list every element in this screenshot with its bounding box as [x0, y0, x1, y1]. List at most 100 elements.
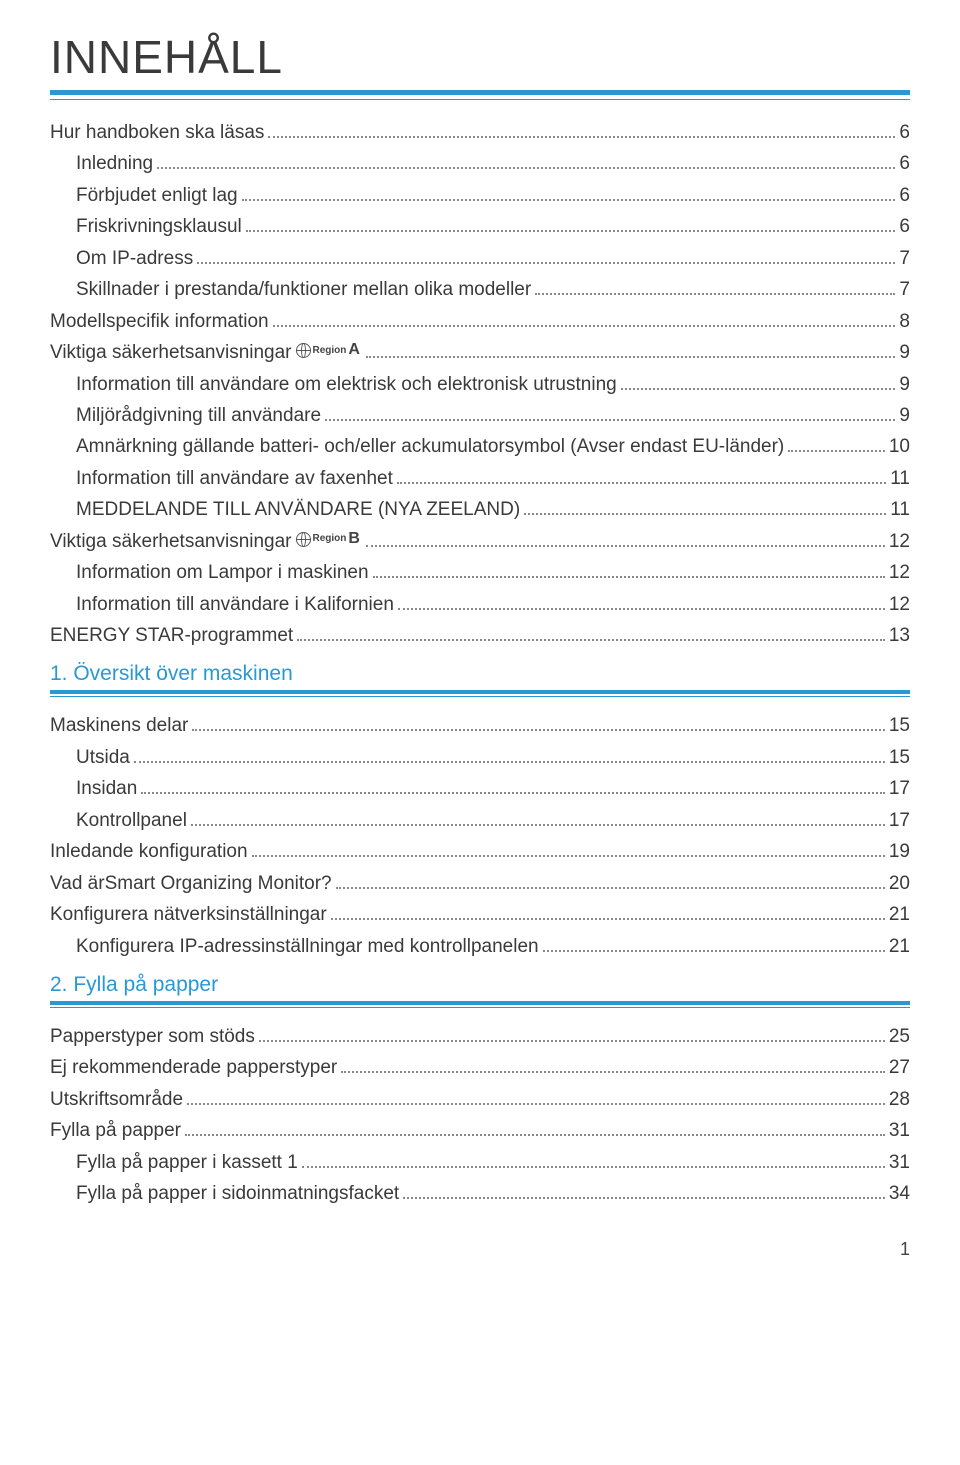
toc-row[interactable]: Information till användare i Kalifornien… [50, 590, 910, 619]
page-number: 1 [50, 1239, 910, 1260]
toc-row[interactable]: MEDDELANDE TILL ANVÄNDARE (NYA ZEELAND) 1… [50, 495, 910, 524]
region-badge-a: RegionA [296, 338, 360, 363]
toc-row[interactable]: Ej rekommenderade papperstyper27 [50, 1053, 910, 1082]
toc-row[interactable]: Papperstyper som stöds25 [50, 1022, 910, 1051]
toc-row[interactable]: Fylla på papper i kassett 1 31 [50, 1148, 910, 1177]
toc-leader-dots [398, 608, 885, 610]
toc-label: Vad ärSmart Organizing Monitor? [50, 869, 332, 898]
toc-leader-dots [242, 199, 896, 201]
toc-leader-dots [403, 1197, 885, 1199]
toc-leader-dots [543, 950, 885, 952]
toc-label: Information till användare om elektrisk … [76, 370, 617, 399]
toc-row[interactable]: Om IP-adress7 [50, 244, 910, 273]
toc-page: 9 [899, 370, 910, 399]
globe-icon [296, 343, 311, 358]
toc-label: Fylla på papper i sidoinmatningsfacket [76, 1179, 399, 1208]
toc-section-2: Papperstyper som stöds25Ej rekommenderad… [50, 1022, 910, 1209]
toc-leader-dots [141, 792, 885, 794]
toc-row[interactable]: Modellspecifik information8 [50, 307, 910, 336]
toc-row[interactable]: Information till användare om elektrisk … [50, 370, 910, 399]
toc-row[interactable]: Maskinens delar 15 [50, 711, 910, 740]
toc-label: Amnärkning gällande batteri- och/eller a… [76, 432, 784, 461]
toc-leader-dots [788, 450, 885, 452]
toc-row[interactable]: Hur handboken ska läsas6 [50, 118, 910, 147]
toc-leader-dots [157, 167, 895, 169]
toc-label: Viktiga säkerhetsanvisningar [50, 527, 292, 556]
section-1-title: 1. Översikt över maskinen [50, 662, 910, 686]
toc-page: 12 [889, 558, 910, 587]
toc-page: 15 [889, 743, 910, 772]
toc-page: 11 [890, 495, 910, 524]
toc-row[interactable]: Friskrivningsklausul6 [50, 212, 910, 241]
toc-leader-dots [268, 136, 895, 138]
toc-row[interactable]: Kontrollpanel17 [50, 806, 910, 835]
toc-page: 25 [889, 1022, 910, 1051]
toc-leader-dots [134, 761, 885, 763]
toc-row[interactable]: Vad ärSmart Organizing Monitor? 20 [50, 869, 910, 898]
toc-page: 34 [889, 1179, 910, 1208]
toc-label: Information om Lampor i maskinen [76, 558, 369, 587]
toc-leader-dots [336, 887, 885, 889]
toc-list: Hur handboken ska läsas6Inledning6 Förbju… [50, 118, 910, 650]
toc-row[interactable]: Viktiga säkerhetsanvisningarRegionA9 [50, 338, 910, 367]
toc-row[interactable]: Förbjudet enligt lag6 [50, 181, 910, 210]
toc-row[interactable]: Fylla på papper31 [50, 1116, 910, 1145]
toc-leader-dots [366, 545, 885, 547]
toc-row[interactable]: ENERGY STAR-programmet 13 [50, 621, 910, 650]
toc-leader-dots [524, 513, 886, 515]
toc-row[interactable]: Konfigurera IP-adressinställningar med k… [50, 932, 910, 961]
toc-section-1: Maskinens delar15Utsida15Insidan17Kontro… [50, 711, 910, 961]
toc-leader-dots [297, 639, 885, 641]
region-word: Region [313, 531, 347, 547]
toc-page: 12 [889, 590, 910, 619]
toc-row[interactable]: Information om Lampor i maskinen 12 [50, 558, 910, 587]
toc-row[interactable]: Information till användare av faxenhet11 [50, 464, 910, 493]
toc-page: 20 [889, 869, 910, 898]
toc-page: 13 [889, 621, 910, 650]
toc-row[interactable]: Fylla på papper i sidoinmatningsfacket 34 [50, 1179, 910, 1208]
toc-row[interactable]: Viktiga säkerhetsanvisningarRegionB12 [50, 527, 910, 556]
region-letter: A [348, 338, 360, 363]
toc-page: 15 [889, 711, 910, 740]
toc-page: 8 [899, 307, 910, 336]
toc-label: Konfigurera nätverksinställningar [50, 900, 327, 929]
section-rule [50, 1001, 910, 1008]
toc-row[interactable]: Utsida 15 [50, 743, 910, 772]
toc-leader-dots [341, 1071, 885, 1073]
toc-label: MEDDELANDE TILL ANVÄNDARE (NYA ZEELAND) [76, 495, 520, 524]
toc-row[interactable]: Skillnader i prestanda/funktioner mellan… [50, 275, 910, 304]
toc-row[interactable]: Insidan17 [50, 774, 910, 803]
toc-page: 7 [899, 244, 910, 273]
region-letter: B [348, 527, 360, 552]
toc-row[interactable]: Utskriftsområde28 [50, 1085, 910, 1114]
toc-page: 21 [889, 932, 910, 961]
toc-page: 11 [890, 464, 910, 493]
title-rule [50, 90, 910, 100]
toc-leader-dots [331, 918, 885, 920]
toc-label: Maskinens delar [50, 711, 188, 740]
toc-label: Kontrollpanel [76, 806, 187, 835]
toc-page: 6 [899, 149, 910, 178]
toc-leader-dots [366, 356, 895, 358]
toc-page: 28 [889, 1085, 910, 1114]
toc-row[interactable]: Amnärkning gällande batteri- och/eller a… [50, 432, 910, 461]
region-word: Region [313, 343, 347, 359]
toc-page: 19 [889, 837, 910, 866]
toc-label: Fylla på papper i kassett 1 [76, 1148, 298, 1177]
toc-page: 9 [899, 338, 910, 367]
toc-leader-dots [621, 388, 896, 390]
toc-row[interactable]: Konfigurera nätverksinställningar21 [50, 900, 910, 929]
section-2-title: 2. Fylla på papper [50, 973, 910, 997]
toc-page: 6 [899, 181, 910, 210]
toc-label: Utsida [76, 743, 130, 772]
toc-row[interactable]: Miljörådgivning till användare9 [50, 401, 910, 430]
toc-page: 31 [889, 1148, 910, 1177]
toc-label: Skillnader i prestanda/funktioner mellan… [76, 275, 531, 304]
toc-label: ENERGY STAR-programmet [50, 621, 293, 650]
toc-leader-dots [187, 1103, 885, 1105]
toc-label: Viktiga säkerhetsanvisningar [50, 338, 292, 367]
toc-row[interactable]: Inledning6 [50, 149, 910, 178]
toc-page: 10 [889, 432, 910, 461]
toc-leader-dots [397, 482, 886, 484]
toc-row[interactable]: Inledande konfiguration19 [50, 837, 910, 866]
